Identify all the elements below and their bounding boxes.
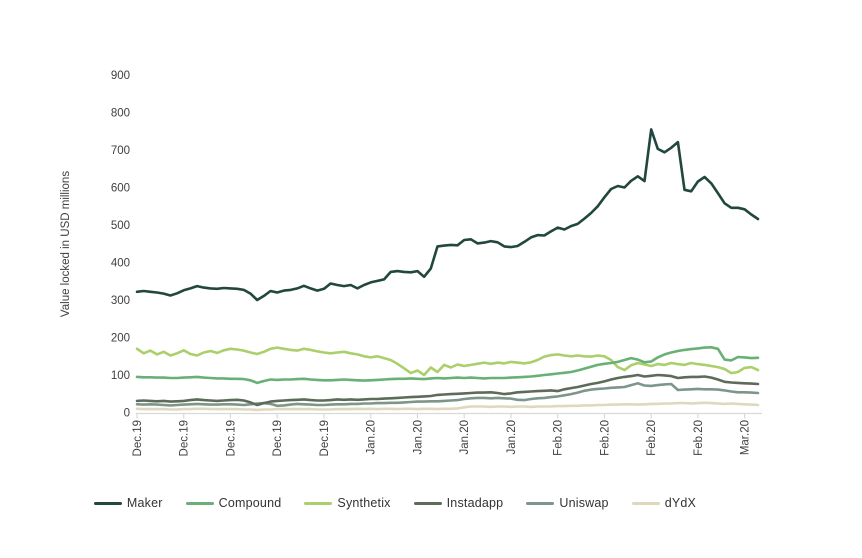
y-axis-tick-label: 200	[111, 333, 130, 345]
x-axis-tick-label: Jan.20	[412, 420, 424, 455]
y-axis-tick-label: 900	[111, 70, 130, 82]
y-axis-tick-label: 400	[111, 258, 130, 270]
legend-label-uniswap: Uniswap	[559, 496, 609, 510]
x-axis-tick-label: Dec.19	[272, 420, 284, 456]
x-axis-tick-label: Jan.20	[459, 420, 471, 455]
x-axis-tick-label: Mar.20	[740, 420, 752, 455]
legend-item-dydx: dYdX	[631, 496, 697, 510]
legend-swatch-instadapp	[413, 501, 442, 505]
x-axis-tick-label: Feb.20	[646, 420, 658, 456]
x-axis-tick-label: Feb.20	[553, 420, 565, 456]
legend-swatch-dydx	[631, 501, 660, 505]
legend-label-maker: Maker	[126, 496, 163, 510]
legend-item-maker: Maker	[93, 496, 163, 510]
y-axis-title: Value locked in USD millions	[60, 171, 72, 317]
legend-swatch-uniswap	[526, 501, 555, 505]
legend-item-compound: Compound	[185, 496, 282, 510]
legend-swatch-compound	[185, 501, 214, 505]
chart-canvas: Value locked in USD millions 0 100 200 300 40…	[60, 70, 762, 456]
legend-item-uniswap: Uniswap	[526, 496, 608, 510]
y-axis-tick-label: 500	[111, 220, 130, 232]
legend-label-compound: Compound	[218, 496, 282, 510]
chart-legend: Maker Compound Synthetix Instadapp Uniswap dY…	[0, 496, 790, 510]
x-axis-tick-label: Dec.19	[225, 420, 237, 456]
series-line-compound	[135, 345, 760, 385]
series-line-uniswap	[135, 381, 760, 408]
legend-item-instadapp: Instadapp	[413, 496, 504, 510]
x-axis-tick-label: Feb.20	[693, 420, 705, 456]
legend-label-dydx: dYdX	[664, 496, 697, 510]
series-line-dydx	[135, 401, 760, 412]
chart-canvas-wrap: Value locked in USD millions 0 100 200 300 40…	[60, 70, 762, 456]
y-axis-tick-label: 700	[111, 145, 130, 157]
series-line-maker	[135, 128, 760, 302]
x-axis-tick-label: Jan.20	[506, 420, 518, 455]
x-axis-tick-label: Feb.20	[599, 420, 611, 456]
legend-label-synthetix: Synthetix	[337, 496, 391, 510]
y-axis-tick-label: 0	[124, 408, 130, 420]
legend-swatch-synthetix	[304, 501, 333, 505]
series-line-instadapp	[135, 373, 760, 407]
y-axis-tick-label: 100	[111, 370, 130, 382]
x-axis-tick-label: Dec.19	[179, 420, 191, 456]
x-axis-tick-label: Jan.20	[366, 420, 378, 455]
y-axis-tick-label: 800	[111, 108, 130, 120]
series-line-synthetix	[135, 346, 760, 377]
legend-swatch-maker	[93, 501, 122, 505]
y-axis-tick-label: 300	[111, 295, 130, 307]
x-axis-tick-label: Dec.19	[132, 420, 144, 456]
x-axis-tick-label: Dec.19	[319, 420, 331, 456]
legend-item-synthetix: Synthetix	[304, 496, 390, 510]
legend-label-instadapp: Instadapp	[446, 496, 504, 510]
y-axis-tick-label: 600	[111, 183, 130, 195]
